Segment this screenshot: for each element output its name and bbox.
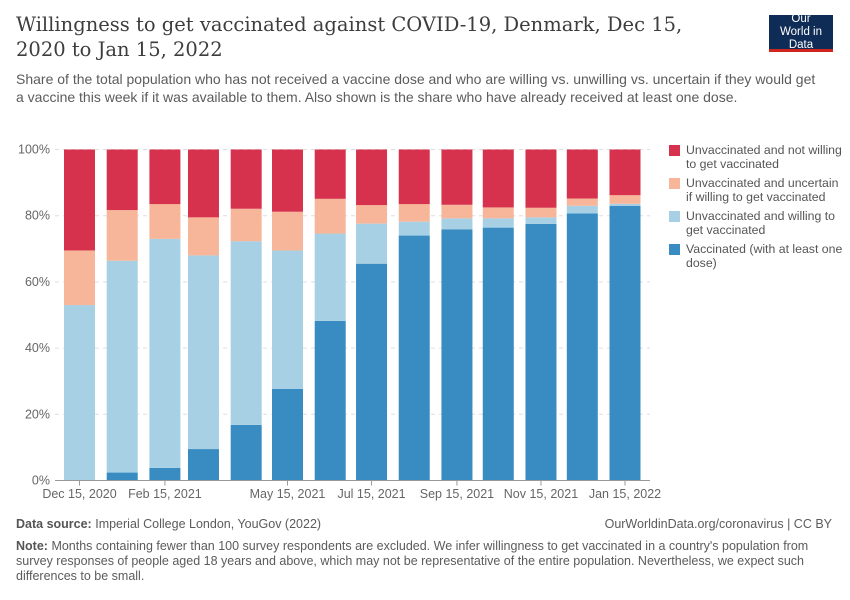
- bar-segment: [525, 149, 557, 208]
- bar-segment: [149, 149, 181, 205]
- bar-segment: [356, 149, 388, 206]
- bar-segment: [64, 250, 95, 306]
- bar-segment: [187, 449, 219, 481]
- bar-segment: [398, 204, 430, 222]
- source-url[interactable]: OurWorldinData.org/coronavirus | CC BY: [604, 517, 832, 531]
- legend-swatch: [669, 244, 680, 255]
- bar-segment: [441, 229, 473, 481]
- bar-segment: [230, 208, 262, 242]
- bar-segment: [441, 149, 473, 205]
- bar-segment: [398, 221, 430, 236]
- bar-segment: [106, 149, 138, 211]
- bar-segment: [230, 149, 262, 209]
- bar-segment: [272, 250, 304, 389]
- bar-segment: [149, 204, 181, 239]
- y-tick-label: 40%: [25, 341, 50, 355]
- bar-segment: [441, 204, 473, 219]
- y-tick-label: 80%: [25, 209, 50, 223]
- bar-segment: [482, 227, 514, 481]
- legend-label: Unvaccinated and uncertain if willing to…: [686, 176, 839, 204]
- bar-segment: [482, 207, 514, 219]
- bar-segment: [64, 149, 95, 251]
- bar-segment: [566, 205, 598, 214]
- legend-label: Unvaccinated and willing to get vaccinat…: [686, 209, 836, 237]
- note-label: Note:: [16, 539, 48, 553]
- y-tick-label: 100%: [18, 143, 50, 157]
- bar-segment: [566, 198, 598, 206]
- data-source: Data source: Imperial College London, Yo…: [16, 517, 321, 532]
- bar-segment: [187, 217, 219, 256]
- legend-item[interactable]: Vaccinated (with at least one dose): [669, 242, 844, 270]
- bar-segment: [230, 424, 262, 481]
- bar-segment: [609, 149, 641, 196]
- x-tick-label: Dec 15, 2020: [42, 487, 116, 501]
- y-tick-label: 60%: [25, 275, 50, 289]
- bar-segment: [609, 203, 641, 206]
- bar-segment: [272, 149, 304, 212]
- x-tick-label: Feb 15, 2021: [128, 487, 202, 501]
- bar-segment: [314, 149, 346, 199]
- bar-segment: [314, 233, 346, 321]
- bar-segment: [482, 218, 514, 228]
- bar-segment: [149, 238, 181, 468]
- bar-segment: [356, 223, 388, 264]
- bar-segment: [482, 149, 514, 208]
- x-tick-label: Jul 15, 2021: [337, 487, 405, 501]
- bar-segment: [314, 320, 346, 481]
- source-label: Data source:: [16, 517, 92, 531]
- bar-segment: [149, 467, 181, 481]
- x-tick-label: May 15, 2021: [250, 487, 326, 501]
- bar-segment: [525, 217, 557, 224]
- legend-item[interactable]: Unvaccinated and willing to get vaccinat…: [669, 209, 844, 237]
- x-tick-label: Jan 15, 2022: [589, 487, 661, 501]
- bar-segment: [314, 198, 346, 234]
- bar-segment: [609, 205, 641, 481]
- bar-segment: [64, 305, 95, 481]
- bar-segment: [106, 210, 138, 261]
- bar-segment: [441, 218, 473, 230]
- bar-segment: [525, 207, 557, 218]
- source-text: Imperial College London, YouGov (2022): [95, 517, 322, 531]
- legend: Unvaccinated and not willing to get vacc…: [669, 143, 844, 276]
- bar-segment: [398, 149, 430, 205]
- legend-item[interactable]: Unvaccinated and uncertain if willing to…: [669, 176, 844, 204]
- x-tick-label: Sep 15, 2021: [420, 487, 494, 501]
- bar-segment: [566, 213, 598, 481]
- bar-segment: [106, 260, 138, 473]
- bar-segment: [398, 235, 430, 481]
- legend-swatch: [669, 211, 680, 222]
- bar-segment: [187, 149, 219, 218]
- legend-swatch: [669, 178, 680, 189]
- note: Note: Months containing fewer than 100 s…: [16, 539, 831, 584]
- bar-segment: [272, 388, 304, 481]
- bar-segment: [525, 223, 557, 481]
- chart-title: Willingness to get vaccinated against CO…: [16, 13, 683, 61]
- logo-text: Our World in Data: [780, 12, 822, 51]
- bar-segment: [272, 211, 304, 251]
- legend-item[interactable]: Unvaccinated and not willing to get vacc…: [669, 143, 844, 171]
- bar-segment: [187, 255, 219, 450]
- owid-logo[interactable]: Our World in Data: [769, 12, 833, 52]
- bar-segment: [566, 149, 598, 199]
- bar-segment: [356, 205, 388, 224]
- y-tick-label: 0%: [32, 474, 50, 488]
- legend-swatch: [669, 145, 680, 156]
- x-tick-label: Nov 15, 2021: [504, 487, 578, 501]
- bar-segment: [609, 195, 641, 204]
- bar-segment: [106, 472, 138, 481]
- bar-segment: [356, 263, 388, 481]
- note-text: Months containing fewer than 100 survey …: [16, 539, 809, 583]
- legend-label: Vaccinated (with at least one dose): [686, 242, 843, 270]
- chart-subtitle: Share of the total population who has no…: [16, 71, 816, 105]
- bar-segment: [230, 241, 262, 425]
- y-tick-label: 20%: [25, 407, 50, 421]
- legend-label: Unvaccinated and not willing to get vacc…: [686, 143, 842, 171]
